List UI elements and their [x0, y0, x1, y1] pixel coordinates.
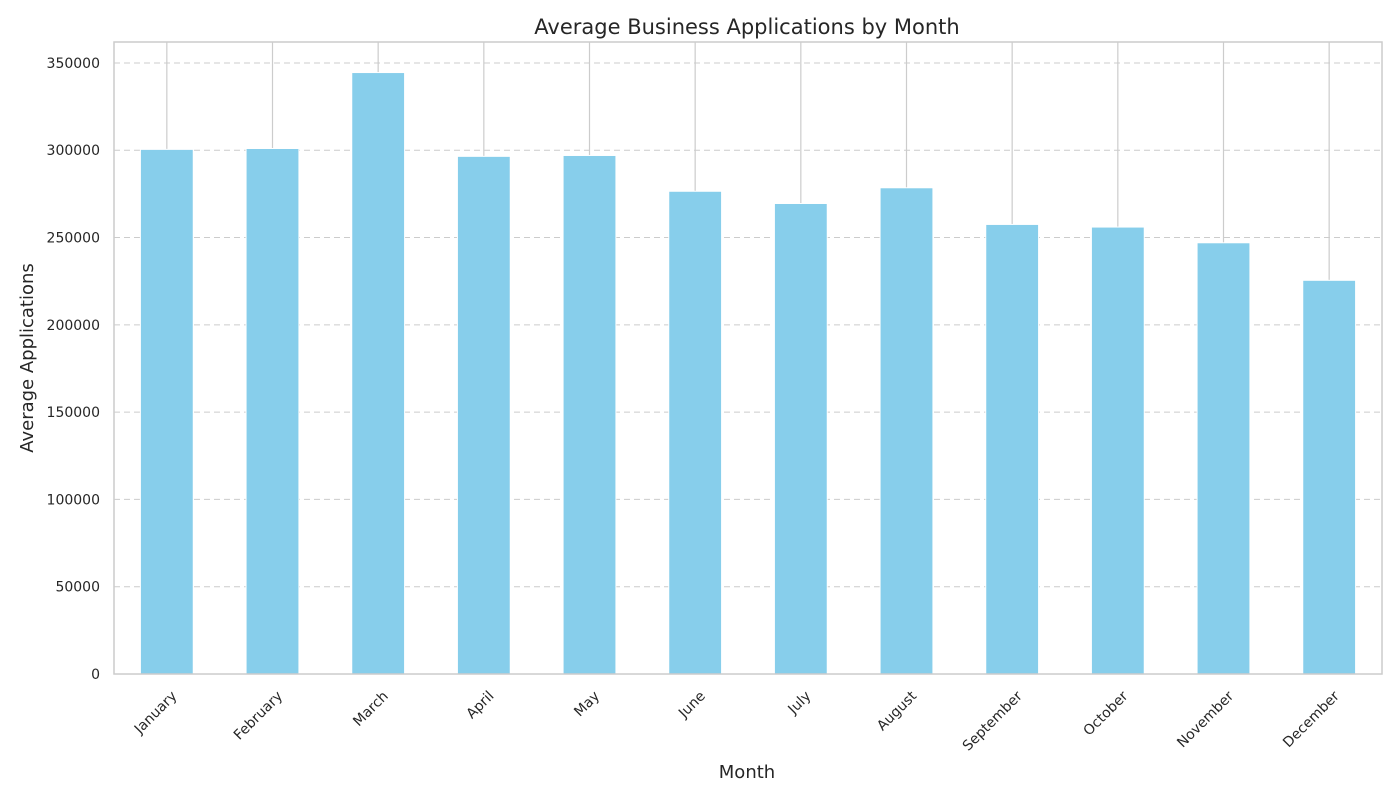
plot-frame — [113, 41, 1383, 675]
x-axis-label: Month — [719, 762, 775, 783]
bar-september — [985, 223, 1040, 675]
bar-april — [456, 155, 511, 675]
y-tick-labels: 0 50000 100000 150000 200000 250000 300000 3500… — [47, 56, 100, 683]
y-tick-label: 250000 — [47, 231, 100, 247]
y-tick-label: 50000 — [55, 580, 100, 596]
bar-december — [1302, 279, 1357, 675]
bar-august — [879, 187, 934, 675]
bar-may — [562, 154, 617, 675]
chart-title: Average Business Applications by Month — [534, 15, 959, 39]
y-axis-label: Average Applications — [17, 263, 38, 453]
bar-june — [668, 190, 723, 675]
y-tick-label: 100000 — [47, 492, 100, 508]
y-tick-label: 0 — [91, 667, 100, 683]
y-tick-label: 350000 — [47, 56, 100, 72]
bar-july — [773, 202, 828, 675]
bar-october — [1090, 226, 1145, 675]
bar-layer — [139, 72, 1357, 675]
y-tick-label: 150000 — [47, 405, 100, 421]
bar-march — [351, 72, 406, 675]
bar-january — [139, 148, 194, 675]
bar-february — [245, 147, 300, 675]
bar-november — [1196, 242, 1251, 675]
y-tick-label: 300000 — [47, 143, 100, 159]
y-tick-label: 200000 — [47, 318, 100, 334]
